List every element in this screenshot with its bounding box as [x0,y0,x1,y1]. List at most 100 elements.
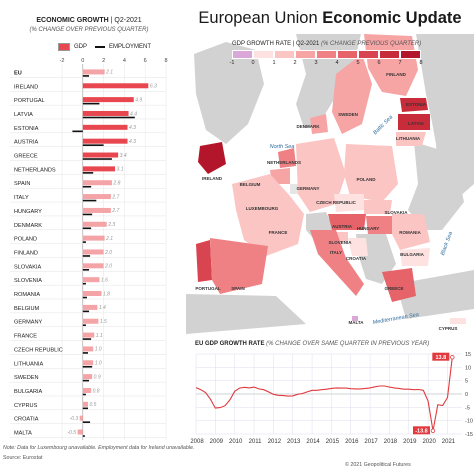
gdp-value-label: 0.8 [93,388,100,394]
map-country-bulgaria [400,248,430,266]
category-label: SLOVAKIA [14,264,42,270]
employment-bar [82,185,92,188]
y-tick-label: -5 [465,405,470,411]
gdp-bar [82,401,88,407]
map-country-label: ROMANIA [399,230,421,235]
x-tick-label: 2011 [249,439,263,445]
gdp-bar [82,249,104,255]
gdp-growth-line [195,357,453,431]
map-country-slovakia [364,200,392,214]
employment-bar [82,75,90,77]
gdp-bar [82,318,99,324]
x-tick-label: 6 [144,58,147,64]
gdp-bar [82,194,111,200]
map-country-croatia [348,238,368,256]
gdp-value-label: 0.5 [90,402,97,408]
legend-tick-label: 1 [272,60,276,66]
map-country-label: FINLAND [386,72,406,77]
category-label: NETHERLANDS [14,167,56,173]
map-country-label: SLOVENIA [328,240,352,245]
category-label: GERMANY [14,320,43,326]
employment-bar [82,296,87,299]
employment-bar [82,407,88,410]
employment-bar [82,199,97,202]
map-country-hungary [366,216,392,234]
legend-tick-label: 8 [419,60,423,66]
map-legend-ticks: -1 0 1 2 3 4 5 6 7 8 [230,60,423,68]
legend-color-cell [316,50,337,59]
map-country-label: IRELAND [202,176,223,181]
gdp-value-label: 4.3 [129,139,136,145]
category-label: IRELAND [14,84,38,90]
gdp-bar [82,180,112,186]
y-tick-label: 5 [465,379,468,385]
map-country-spain [210,238,268,294]
map-country-estonia [400,98,428,112]
map-land-turkey [396,270,474,319]
map-country-portugal [196,240,212,282]
employment-bar [82,324,86,327]
employment-bar [82,421,91,423]
gdp-value-label: 1.5 [100,319,107,325]
gdp-bar [82,152,119,158]
map-country-label: ESTONIA [406,102,427,107]
x-tick-label: 2 [102,58,105,64]
map-country-ireland [198,142,226,174]
employment-bar [82,435,85,437]
x-tick-label: 2009 [210,439,224,445]
category-label: FRANCE [14,334,37,340]
y-tick-label: 0 [465,392,468,398]
x-tick-label: 2017 [364,439,378,445]
map-country-label: HUNGARY [357,226,380,231]
gdp-value-label: 2.3 [107,222,115,228]
gdp-bar [82,360,94,366]
gdp-bar [82,207,111,213]
x-tick-label: 0 [81,58,84,64]
category-label: SPAIN [14,181,30,187]
y-tick-label: -10 [465,419,473,425]
gdp-value-label: 4.9 [135,97,142,103]
legend-color-cell [274,50,295,59]
map-country-italy [310,230,364,296]
category-label: SWEDEN [14,375,39,381]
map-country-denmark [310,114,328,134]
gdp-value-label: 2.8 [112,181,120,187]
category-label: LATVIA [14,112,33,118]
map-country-label: LITHUANIA [396,136,421,141]
map-land-uk [194,42,264,144]
x-tick-label: 2021 [442,439,456,445]
y-tick-label: 10 [465,365,471,371]
bar-chart-title: ECONOMIC GROWTH | Q2-2021 [36,17,142,24]
gdp-value-label: 2.0 [104,264,112,270]
gdp-value-label: -0.5 [67,430,76,436]
employment-bar [82,393,86,396]
gdp-value-label: 2.1 [105,70,113,76]
category-label: DENMARK [14,223,42,229]
category-label: AUSTRIA [14,140,39,146]
category-label: CROATIA [14,417,39,423]
gdp-value-label: 1.8 [103,291,110,297]
map-country-label: GREECE [384,286,403,291]
eu-gdp-map: FINLAND SWEDEN ESTONIA LATVIA LITHUANIA DENMA… [186,34,474,334]
map-country-label: SWEDEN [338,112,358,117]
map-country-luxembourg [290,184,298,194]
x-tick-label: 2010 [229,439,243,445]
legend-color-cell [337,50,358,59]
gdp-legend-label: GDP [74,44,88,50]
x-tick-label: 2018 [384,439,398,445]
annotation-marker [430,428,436,433]
gdp-bar [82,304,98,310]
gdp-bar [82,97,134,103]
employment-bar [82,172,94,174]
category-label: PORTUGAL [14,98,45,104]
annotation-marker [450,354,455,360]
gdp-bar [82,332,95,338]
map-country-label: CYPRUS [439,326,458,331]
map-sea-label: North Sea [270,144,295,150]
map-country-label: PORTUGAL [195,286,221,291]
gdp-value-label: 1.1 [96,333,103,339]
gdp-bar [77,429,83,435]
employment-bar [82,144,104,146]
map-country-sweden [332,54,372,134]
gdp-value-label: 2.1 [105,236,113,242]
